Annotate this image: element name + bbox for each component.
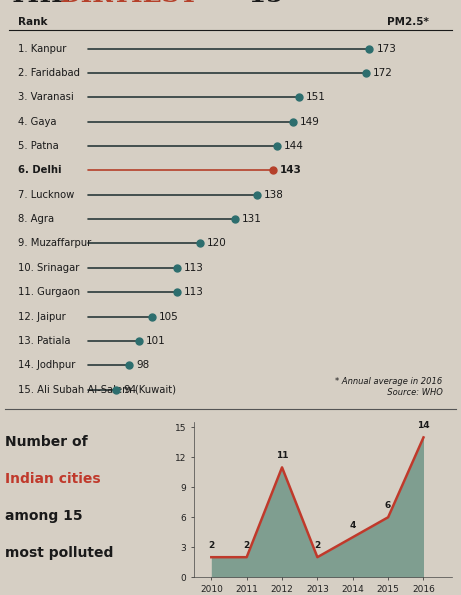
Text: 14. Jodhpur: 14. Jodhpur — [18, 360, 76, 370]
Text: most polluted: most polluted — [5, 546, 113, 560]
Text: 15. Ali Subah Al-Salem (Kuwait): 15. Ali Subah Al-Salem (Kuwait) — [18, 384, 177, 394]
Text: 173: 173 — [376, 43, 396, 54]
Text: 10. Srinagar: 10. Srinagar — [18, 263, 80, 273]
Text: 6: 6 — [385, 501, 391, 511]
Text: among 15: among 15 — [5, 509, 82, 523]
Text: 120: 120 — [207, 239, 226, 249]
Text: 149: 149 — [300, 117, 319, 127]
Text: 113: 113 — [184, 263, 204, 273]
Text: 172: 172 — [373, 68, 393, 78]
Text: PM2.5*: PM2.5* — [387, 17, 429, 27]
Text: 113: 113 — [184, 287, 204, 297]
Text: 3. Varanasi: 3. Varanasi — [18, 92, 74, 102]
Text: 151: 151 — [306, 92, 326, 102]
Text: 98: 98 — [136, 360, 149, 370]
Text: 2: 2 — [314, 541, 320, 550]
Text: 105: 105 — [159, 312, 178, 321]
Text: 7. Lucknow: 7. Lucknow — [18, 190, 75, 200]
Text: Number of: Number of — [5, 435, 87, 449]
Text: 4: 4 — [349, 521, 356, 530]
Text: 2. Faridabad: 2. Faridabad — [18, 68, 80, 78]
Text: 15: 15 — [240, 0, 283, 7]
Text: 6. Delhi: 6. Delhi — [18, 165, 62, 176]
Text: Rank: Rank — [18, 17, 48, 27]
Text: * Annual average in 2016
  Source: WHO: * Annual average in 2016 Source: WHO — [335, 377, 443, 397]
Text: 5. Patna: 5. Patna — [18, 141, 59, 151]
Text: 13. Patiala: 13. Patiala — [18, 336, 71, 346]
Text: 144: 144 — [284, 141, 303, 151]
Text: 11. Gurgaon: 11. Gurgaon — [18, 287, 81, 297]
Text: 9. Muzaffarpur: 9. Muzaffarpur — [18, 239, 92, 249]
Text: 138: 138 — [264, 190, 284, 200]
Text: 2: 2 — [208, 541, 214, 550]
Text: DIRTIEST: DIRTIEST — [60, 0, 199, 7]
Text: 131: 131 — [242, 214, 262, 224]
Text: 101: 101 — [146, 336, 165, 346]
Text: 12. Jaipur: 12. Jaipur — [18, 312, 66, 321]
Text: 2: 2 — [243, 541, 250, 550]
Text: Indian cities: Indian cities — [5, 472, 100, 486]
Text: 11: 11 — [276, 452, 288, 461]
Text: 143: 143 — [280, 165, 302, 176]
Text: 8. Agra: 8. Agra — [18, 214, 54, 224]
Text: THE: THE — [9, 0, 79, 7]
Text: 4. Gaya: 4. Gaya — [18, 117, 57, 127]
Text: 1. Kanpur: 1. Kanpur — [18, 43, 67, 54]
Text: 94: 94 — [124, 384, 136, 394]
Text: 14: 14 — [417, 421, 430, 430]
